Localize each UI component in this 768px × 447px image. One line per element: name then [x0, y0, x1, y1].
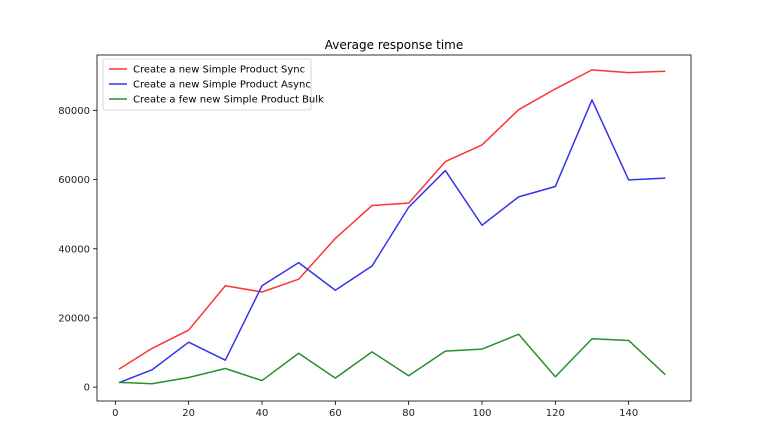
legend-label: Create a few new Simple Product Bulk — [133, 95, 324, 106]
x-tick-label: 100 — [472, 408, 491, 419]
legend-label: Create a new Simple Product Sync — [133, 65, 305, 76]
series-line-3 — [118, 333, 666, 385]
x-tick-label: 80 — [402, 408, 415, 419]
y-tick-label: 0 — [84, 383, 90, 394]
y-tick-label: 80000 — [58, 106, 90, 117]
y-tick-label: 20000 — [58, 313, 90, 324]
y-tick-label: 60000 — [58, 175, 90, 186]
x-tick-label: 60 — [329, 408, 342, 419]
plot-area-frame — [96, 54, 692, 402]
legend-label: Create a new Simple Product Async — [133, 80, 311, 91]
chart-title: Average response time — [325, 38, 464, 52]
y-tick-label: 40000 — [58, 244, 90, 255]
x-tick-label: 120 — [546, 408, 565, 419]
series-line-2 — [118, 99, 666, 384]
x-tick-label: 0 — [112, 408, 118, 419]
x-tick-label: 40 — [256, 408, 269, 419]
series-line-1 — [118, 69, 666, 370]
legend-box — [102, 58, 312, 111]
x-tick-label: 20 — [182, 408, 195, 419]
x-tick-label: 140 — [619, 408, 638, 419]
